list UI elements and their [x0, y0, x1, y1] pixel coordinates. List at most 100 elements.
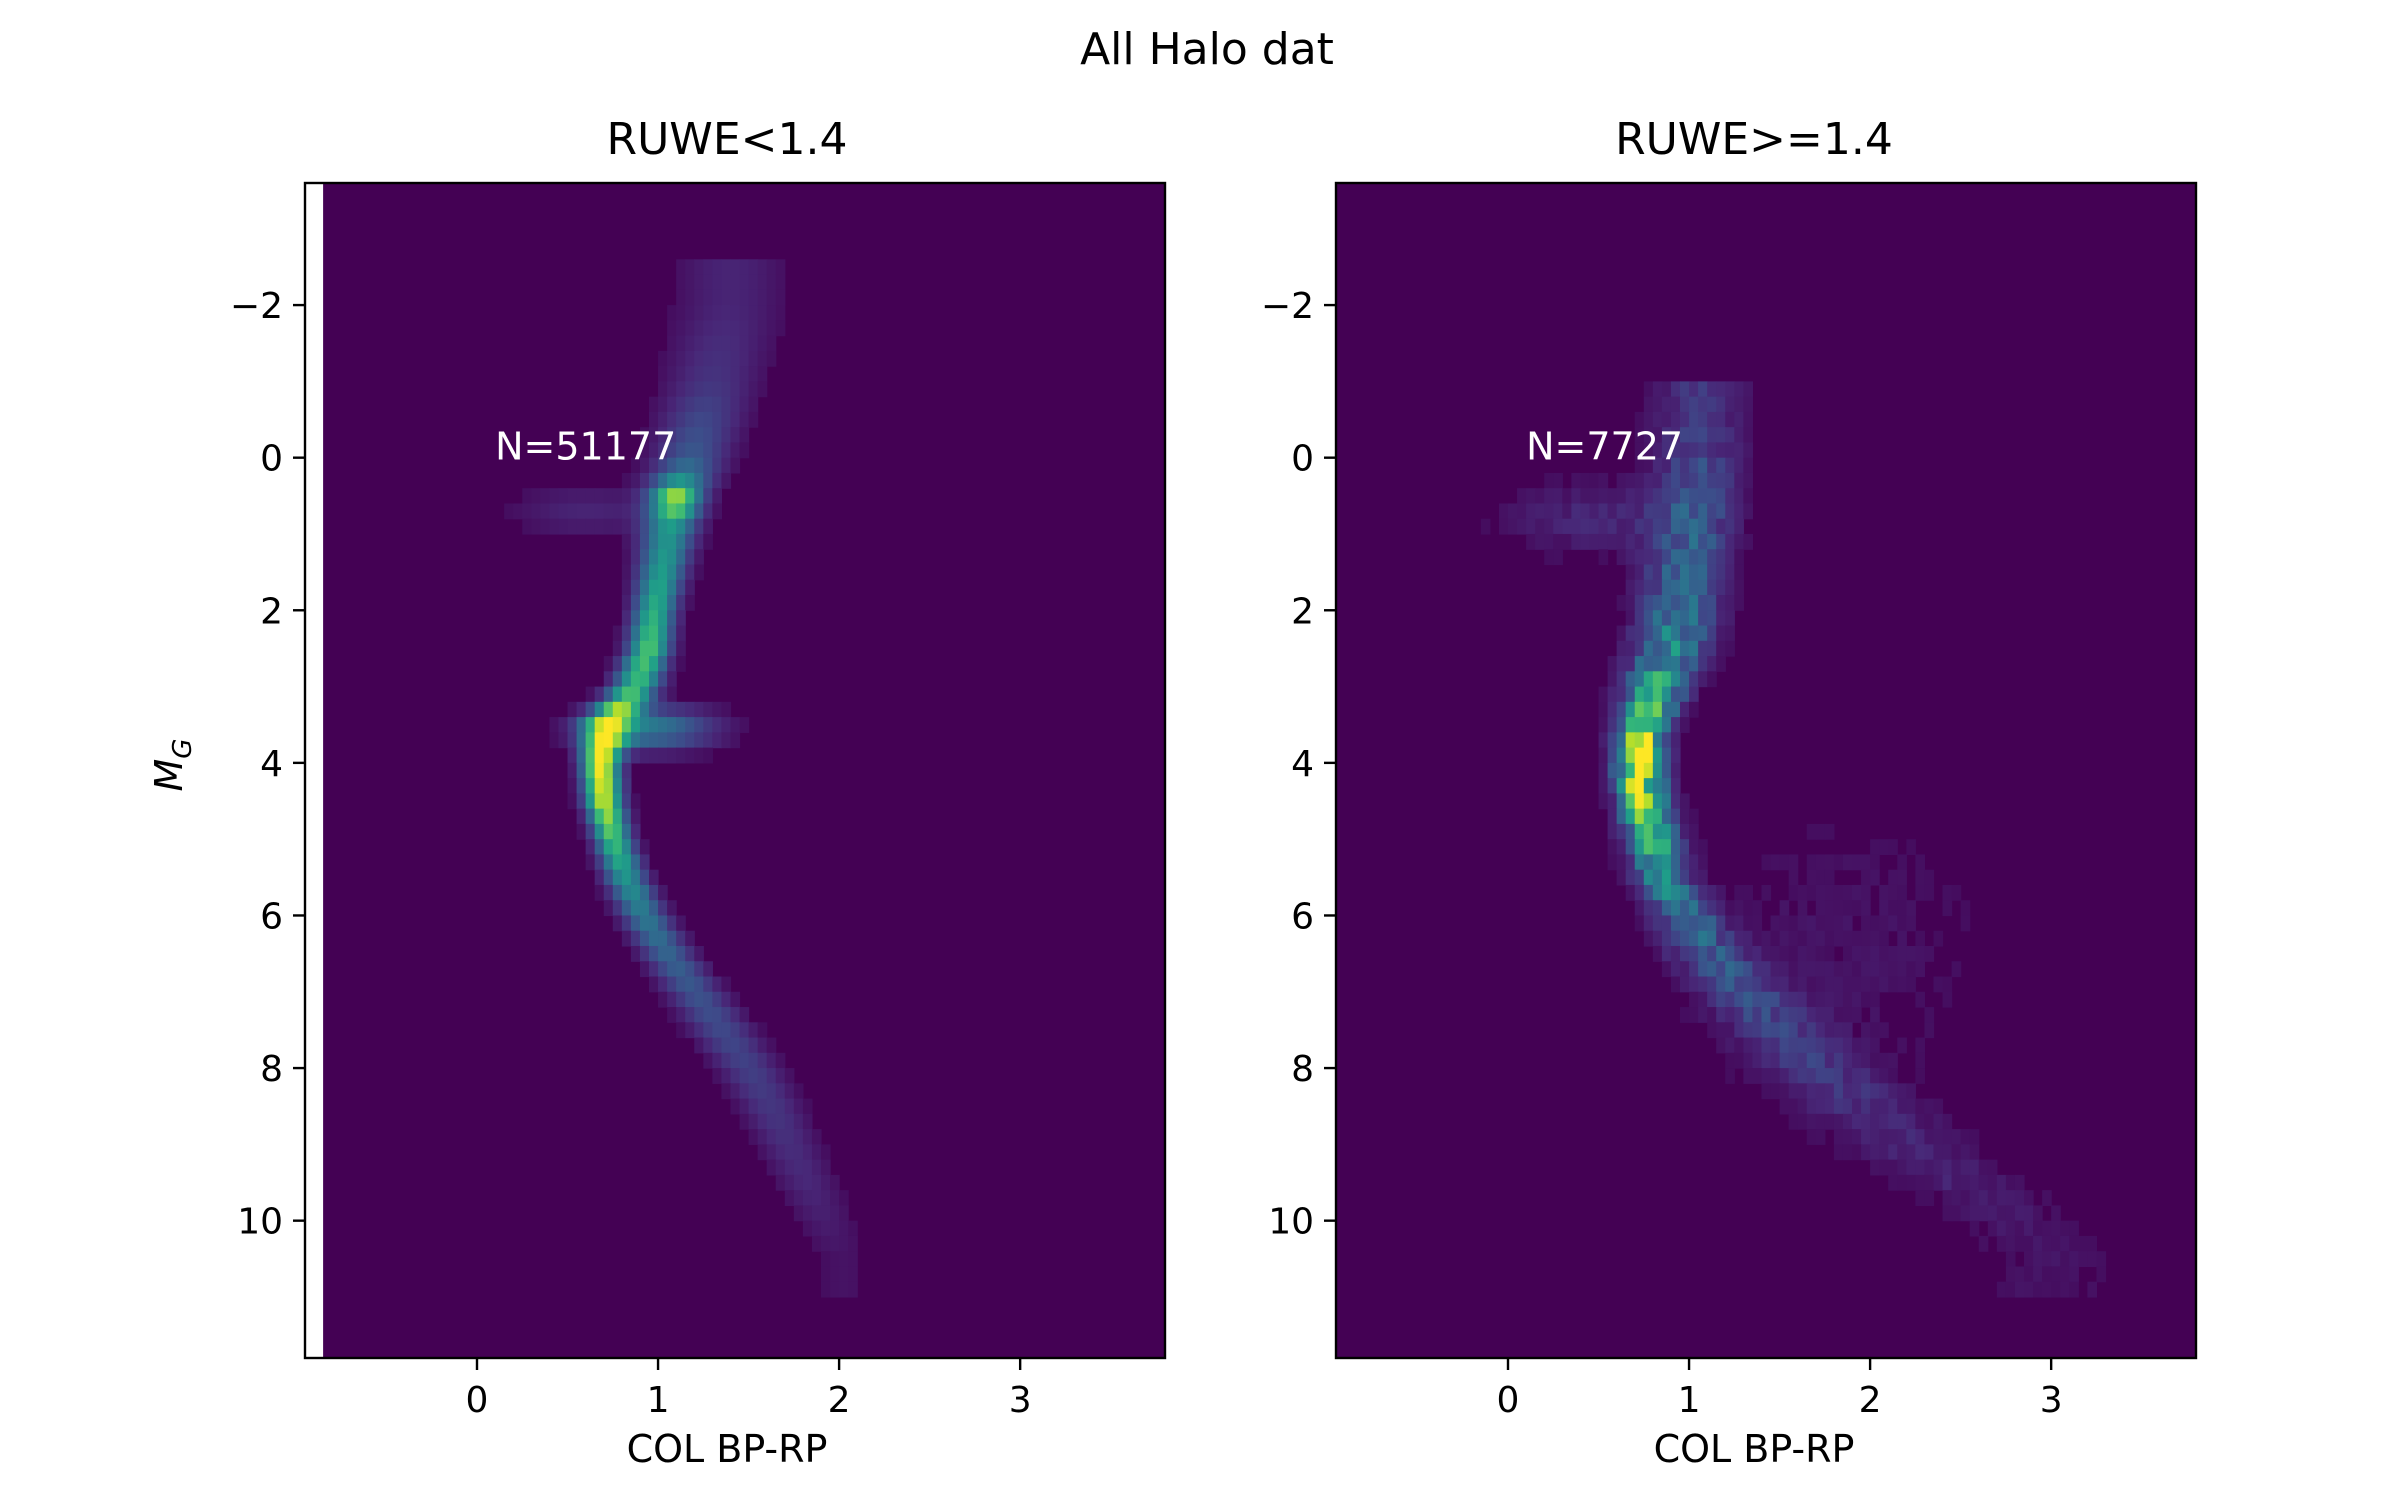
- heatmap-cell: [1770, 1007, 1781, 1023]
- heatmap-cell: [1915, 1098, 1926, 1115]
- heatmap-cell: [1616, 762, 1627, 779]
- heatmap-cell: [676, 625, 686, 642]
- heatmap-cell: [1951, 1190, 1962, 1206]
- heatmap-cell: [1616, 778, 1627, 794]
- heatmap-cell: [1716, 595, 1726, 611]
- heatmap-cell: [594, 793, 605, 810]
- heatmap-cell: [1996, 1220, 2007, 1237]
- heatmap-cell: [585, 839, 596, 856]
- heatmap-cell: [649, 396, 659, 413]
- heatmap-cell: [694, 1007, 704, 1023]
- heatmap-cell: [1625, 701, 1636, 718]
- heatmap-cell: [1734, 1037, 1744, 1054]
- heatmap-cell: [1770, 1083, 1781, 1100]
- heatmap-cell: [703, 335, 713, 352]
- heatmap-cell: [766, 1098, 777, 1115]
- heatmap-cell: [1806, 854, 1817, 871]
- heatmap-cell: [1824, 991, 1835, 1008]
- heatmap-cell: [1770, 961, 1781, 978]
- heatmap-cell: [839, 1190, 849, 1206]
- heatmap-cell: [757, 335, 768, 352]
- heatmap-cell: [1743, 442, 1754, 459]
- heatmap-cell: [567, 732, 578, 749]
- heatmap-cell: [1788, 1083, 1799, 1100]
- heatmap-cell: [1607, 717, 1618, 733]
- heatmap-cell: [730, 1098, 741, 1115]
- heatmap-cell: [821, 1235, 831, 1252]
- heatmap-cell: [667, 411, 677, 428]
- heatmap-cell: [1643, 839, 1654, 856]
- heatmap-cell: [1852, 976, 1862, 993]
- heatmap-cell: [1689, 579, 1699, 596]
- heatmap-cell: [1634, 717, 1645, 733]
- heatmap-cell: [1670, 839, 1681, 856]
- heatmap-cell: [1616, 656, 1627, 672]
- heatmap-cell: [649, 549, 659, 566]
- heatmap-cell: [649, 625, 659, 642]
- heatmap-cell: [1770, 854, 1781, 871]
- heatmap-cell: [1634, 854, 1645, 871]
- heatmap-cell: [1643, 701, 1654, 718]
- heatmap-cell: [1888, 839, 1898, 856]
- heatmap-cell: [1616, 839, 1627, 856]
- heatmap-cell: [667, 961, 677, 978]
- heatmap-cell: [1888, 869, 1898, 886]
- heatmap-cell: [748, 350, 759, 367]
- heatmap-cell: [594, 518, 605, 535]
- heatmap-cell: [1725, 1007, 1735, 1023]
- heatmap-cell: [1716, 1037, 1726, 1054]
- heatmap-cell: [1725, 915, 1735, 932]
- heatmap-cell: [2051, 1266, 2061, 1283]
- heatmap-cell: [703, 1007, 713, 1023]
- heatmap-cell: [531, 503, 541, 520]
- heatmap-cell: [766, 1144, 777, 1161]
- heatmap-cell: [1634, 808, 1645, 825]
- heatmap-cell: [793, 1159, 804, 1176]
- heatmap-cell: [694, 335, 704, 352]
- heatmap-cell: [739, 274, 750, 291]
- heatmap-cell: [1652, 839, 1663, 856]
- heatmap-cell: [748, 396, 759, 413]
- heatmap-cell: [1707, 488, 1717, 505]
- heatmap-cell: [1770, 1068, 1781, 1084]
- heatmap-cell: [676, 427, 686, 444]
- heatmap-cell: [1734, 411, 1744, 428]
- heatmap-cell: [1906, 915, 1916, 932]
- heatmap-cell: [2014, 1235, 2025, 1252]
- heatmap-cell: [504, 503, 514, 520]
- heatmap-cell: [1833, 1052, 1844, 1069]
- heatmap-cell: [1580, 518, 1591, 535]
- heatmap-cell: [1652, 671, 1663, 688]
- heatmap-cell: [802, 1205, 813, 1222]
- heatmap-cell: [576, 518, 587, 535]
- heatmap-cell: [1879, 884, 1889, 901]
- heatmap-cell: [630, 701, 641, 718]
- heatmap-cell: [694, 503, 704, 520]
- heatmap-cell: [630, 747, 641, 764]
- heatmap-cell: [694, 549, 704, 566]
- heatmap-cell: [685, 381, 695, 398]
- heatmap-cell: [1815, 869, 1826, 886]
- y-axis-label-main: M: [147, 759, 191, 792]
- heatmap-cell: [1725, 961, 1735, 978]
- heatmap-cell: [1634, 915, 1645, 932]
- heatmap-cell: [630, 869, 641, 886]
- heatmap-cell: [1870, 915, 1880, 932]
- heatmap-cell: [1933, 976, 1944, 993]
- heatmap-cell: [658, 472, 668, 489]
- heatmap-cell: [802, 1174, 813, 1191]
- panel-title: RUWE>=1.4: [1615, 114, 1893, 165]
- heatmap-cell: [1680, 518, 1690, 535]
- heatmap-cell: [721, 472, 732, 489]
- heatmap-cell: [1897, 915, 1907, 932]
- heatmap-cell: [1571, 472, 1582, 489]
- heatmap-cell: [1634, 823, 1645, 840]
- heatmap-cell: [621, 503, 632, 520]
- heatmap-cell: [694, 747, 704, 764]
- heatmap-cell: [658, 503, 668, 520]
- heatmap-cell: [1806, 915, 1817, 932]
- heatmap-cell: [639, 854, 650, 871]
- heatmap-cell: [703, 488, 713, 505]
- heatmap-cell: [1924, 1098, 1935, 1115]
